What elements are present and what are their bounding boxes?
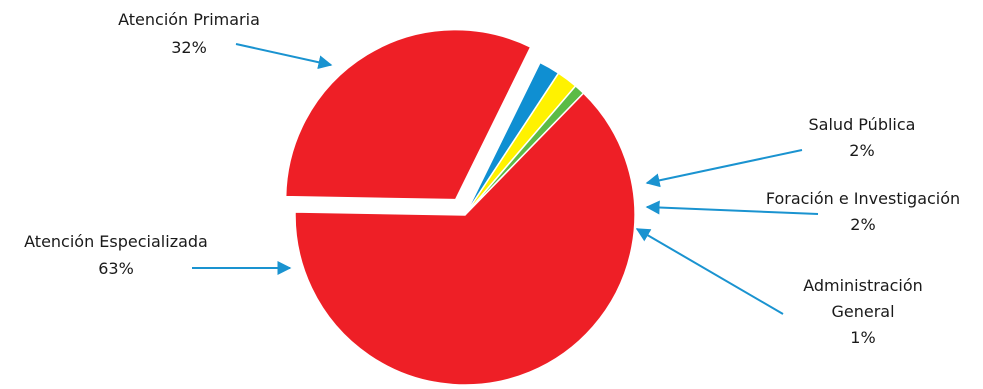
label-atencion-primaria: Atención Primaria — [118, 10, 260, 29]
pct-atencion-primaria: 32% — [171, 38, 207, 57]
arrow-atencion-primaria — [235, 43, 333, 70]
pie-slice-5 — [294, 92, 636, 386]
pct-salud-publica: 2% — [849, 141, 874, 160]
pct-formacion: 2% — [850, 215, 875, 234]
arrow-formacion — [645, 200, 819, 215]
arrow-salud-publica — [645, 149, 803, 188]
label-salud-publica: Salud Pública — [809, 115, 916, 134]
label-administracion-line2: General — [831, 302, 894, 321]
pct-administracion: 1% — [850, 328, 875, 347]
pie-slices — [284, 28, 636, 386]
pct-atencion-especializada: 63% — [98, 259, 134, 278]
slice-labels: Atención Primaria 32% Salud Pública 2% F… — [24, 10, 960, 347]
label-administracion-line1: Administración — [803, 276, 923, 295]
arrow-administracion — [635, 228, 784, 315]
label-formacion: Foración e Investigación — [766, 189, 960, 208]
pie-slice-1 — [284, 28, 532, 201]
label-atencion-especializada: Atención Especializada — [24, 232, 208, 251]
callout-arrows — [192, 43, 819, 315]
